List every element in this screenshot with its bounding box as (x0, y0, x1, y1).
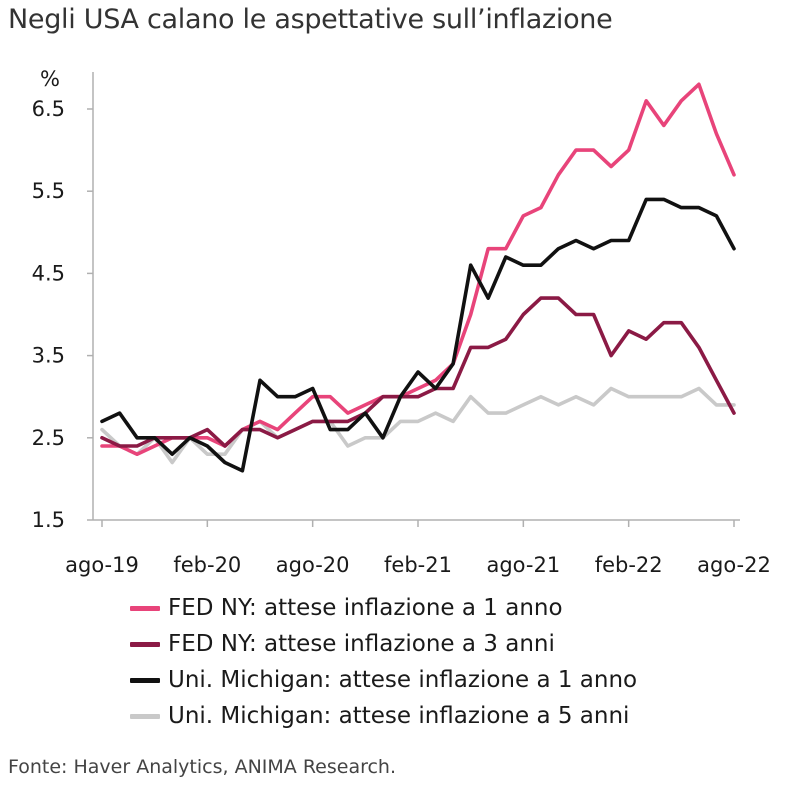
y-tick-label: 6.5 (32, 97, 65, 121)
legend-item: Uni. Michigan: attese inflazione a 5 ann… (130, 698, 637, 734)
legend-swatch (130, 605, 160, 611)
series-line-3 (100, 197, 736, 473)
legend: FED NY: attese inflazione a 1 anno FED NY… (130, 590, 637, 734)
x-tick-label: feb-22 (595, 553, 663, 577)
y-tick-label: 5.5 (32, 179, 65, 203)
x-tick-labels: ago-19 feb-20 ago-20 feb-21 ago-21 feb-22 ago-… (65, 520, 771, 577)
legend-swatch (130, 641, 160, 647)
y-tick-label: 1.5 (32, 508, 65, 532)
legend-item: Uni. Michigan: attese inflazione a 1 ann… (130, 662, 637, 698)
x-tick-label: feb-20 (173, 553, 241, 577)
x-tick-label: ago-19 (65, 553, 139, 577)
y-tick-label: 4.5 (32, 261, 65, 285)
line-chart: 6.5 5.5 4.5 3.5 2.5 1.5 ago-19 feb-20 ago-20 feb… (32, 67, 771, 577)
legend-label: Uni. Michigan: attese inflazione a 5 ann… (168, 703, 630, 729)
y-tick-label: 3.5 (32, 344, 65, 368)
y-tick-labels: 6.5 5.5 4.5 3.5 2.5 1.5 (32, 97, 93, 532)
legend-swatch (130, 713, 160, 719)
x-tick-label: ago-21 (486, 553, 560, 577)
legend-item: FED NY: attese inflazione a 3 anni (130, 626, 637, 662)
legend-label: FED NY: attese inflazione a 3 anni (168, 631, 555, 657)
x-tick-label: ago-22 (697, 553, 771, 577)
series-line-2 (100, 296, 736, 448)
legend-item: FED NY: attese inflazione a 1 anno (130, 590, 637, 626)
series-lines (100, 82, 736, 473)
legend-label: Uni. Michigan: attese inflazione a 1 ann… (168, 667, 638, 693)
series-line-4 (100, 386, 736, 465)
legend-label: FED NY: attese inflazione a 1 anno (168, 595, 563, 621)
y-axis-unit-label: % (40, 67, 60, 91)
axes (92, 72, 740, 521)
legend-swatch (130, 677, 160, 683)
x-tick-label: feb-21 (384, 553, 452, 577)
x-tick-label: ago-20 (276, 553, 350, 577)
y-tick-label: 2.5 (32, 426, 65, 450)
source-note: Fonte: Haver Analytics, ANIMA Research. (8, 756, 397, 778)
chart-title: Negli USA calano le aspettative sull’inf… (8, 4, 613, 35)
series-line-1 (100, 82, 736, 457)
